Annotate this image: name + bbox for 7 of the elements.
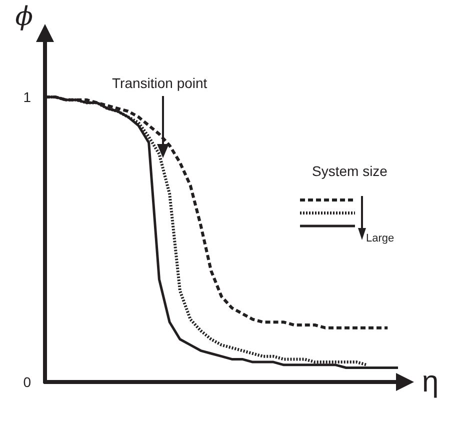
legend-title: System size bbox=[312, 163, 388, 179]
y-axis-title: ϕ bbox=[15, 2, 34, 32]
annotation: Transition point bbox=[112, 75, 208, 91]
y-tick-label: 0 bbox=[23, 374, 32, 390]
annotation: Large bbox=[366, 232, 394, 244]
x-axis-title: η bbox=[422, 366, 439, 398]
y-tick-label: 1 bbox=[23, 89, 32, 105]
